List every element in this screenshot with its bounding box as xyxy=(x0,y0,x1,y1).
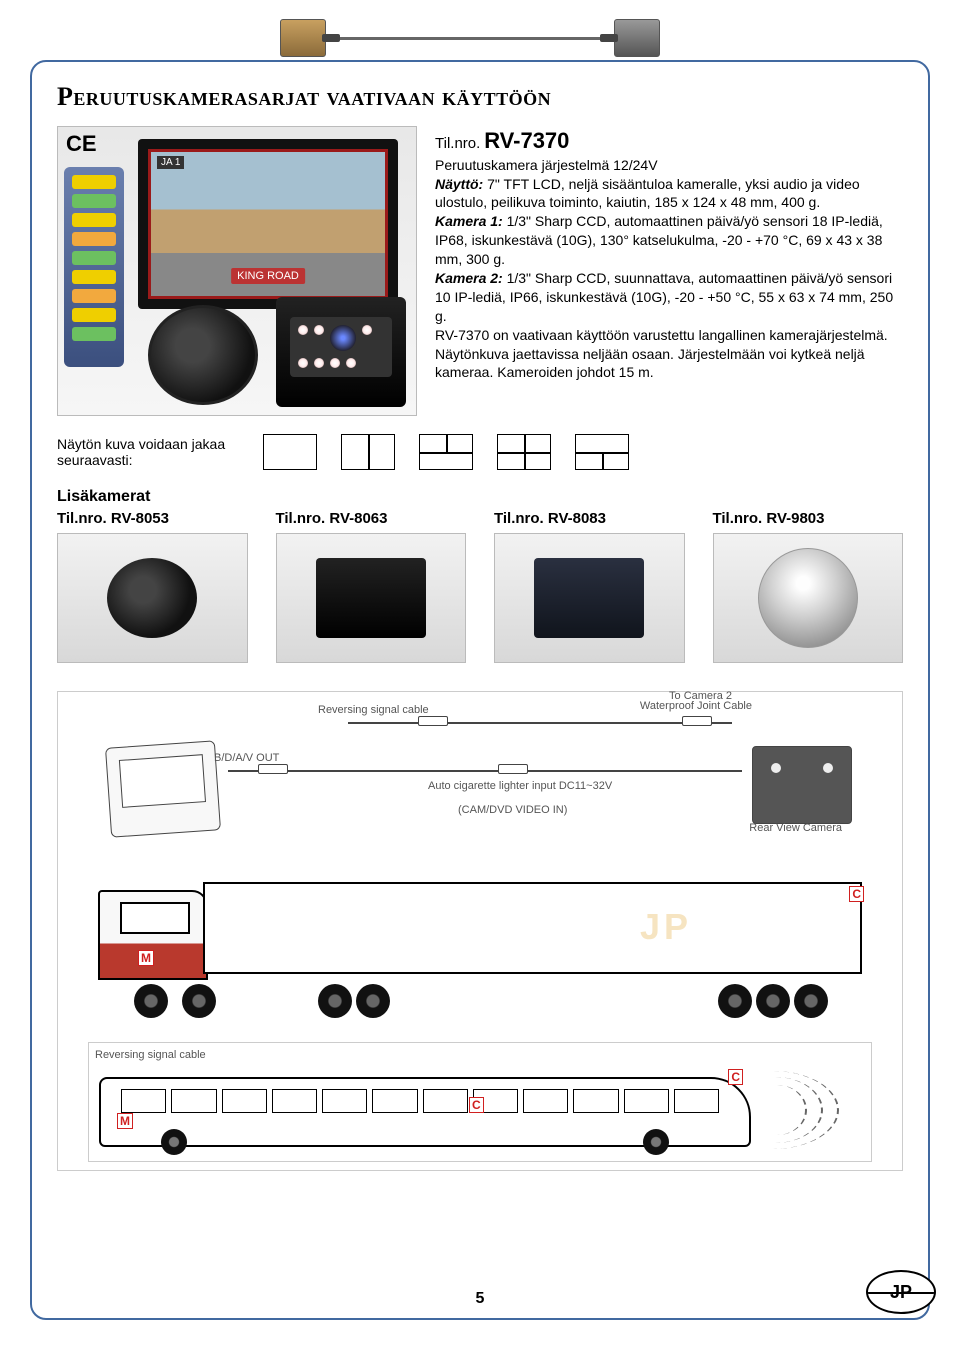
ce-mark: CE xyxy=(66,131,97,157)
split-section: Näytön kuva voidaan jakaa seuraavasti: xyxy=(57,434,903,470)
brand-logo: JP xyxy=(866,1270,936,1314)
marker-m: M xyxy=(138,950,154,966)
cam1-label: Kamera 1: xyxy=(435,213,503,229)
camera-round xyxy=(148,305,258,405)
hero-row: CE JA 1 KING ROAD Ti xyxy=(57,126,903,416)
extra-thumb xyxy=(494,533,685,663)
monitor-brand: KING ROAD xyxy=(231,268,305,284)
split-icons xyxy=(263,434,629,470)
extra-item: Til.nro. RV-8063 xyxy=(276,510,467,663)
label-reversing: Reversing signal cable xyxy=(318,704,429,716)
schematic-wire xyxy=(228,770,742,772)
signal-arcs xyxy=(777,1071,857,1151)
camera-box xyxy=(276,297,406,407)
extra-code: Til.nro. RV-9803 xyxy=(713,510,904,527)
marker-c: C xyxy=(469,1097,484,1113)
schematic: 7" Reversing signal cable To Camera 2 Wa… xyxy=(118,704,842,854)
connector-icon xyxy=(682,716,712,726)
product-subtitle: Peruutuskamera järjestelmä 12/24V xyxy=(435,156,903,175)
label-bdav: B/D/A/V OUT xyxy=(214,752,279,764)
split-ltop-icon xyxy=(419,434,473,470)
split-quad-icon xyxy=(497,434,551,470)
split-single-icon xyxy=(263,434,317,470)
screen-size: 7" xyxy=(130,780,143,796)
connector-icon xyxy=(498,764,528,774)
extra-code: Til.nro. RV-8053 xyxy=(57,510,248,527)
header-device-bridge xyxy=(280,18,660,58)
extra-thumb xyxy=(57,533,248,663)
extras-heading: Lisäkamerat xyxy=(57,488,903,506)
connector-icon xyxy=(258,764,288,774)
label-waterproof: Waterproof Joint Cable xyxy=(640,700,752,712)
extra-code: Til.nro. RV-8063 xyxy=(276,510,467,527)
label-rearview: Rear View Camera xyxy=(749,822,842,834)
split-half-icon xyxy=(341,434,395,470)
extra-item: Til.nro. RV-8053 xyxy=(57,510,248,663)
page-number: 5 xyxy=(476,1290,485,1308)
split-lbot-icon xyxy=(575,434,629,470)
camera-icon xyxy=(614,19,660,57)
truck-trailer xyxy=(203,882,862,974)
label-bus-reversing: Reversing signal cable xyxy=(95,1049,865,1061)
truck-illustration: JP M C xyxy=(98,872,862,1012)
product-code: RV-7370 xyxy=(484,128,569,153)
schematic-monitor: 7" xyxy=(105,740,221,837)
monitor-device: JA 1 KING ROAD xyxy=(138,139,398,309)
extra-item: Til.nro. RV-9803 xyxy=(713,510,904,663)
marker-c: C xyxy=(849,886,864,902)
tilnro-label: Til.nro. xyxy=(435,135,480,152)
connector-icon xyxy=(418,716,448,726)
extra-item: Til.nro. RV-8083 xyxy=(494,510,685,663)
cam2-text: 1/3" Sharp CCD, suunnattava, automaattin… xyxy=(435,270,893,324)
monitor-icon xyxy=(280,19,326,57)
marker-c: C xyxy=(728,1069,743,1085)
screen-text: 7" TFT LCD, neljä sisääntuloa kameralle,… xyxy=(435,176,860,211)
hero-product-image: CE JA 1 KING ROAD xyxy=(57,126,417,416)
bus-illustration: Reversing signal cable M C C xyxy=(88,1042,872,1162)
screen-label: Näyttö: xyxy=(435,176,483,192)
monitor-tag: JA 1 xyxy=(157,156,184,169)
remote-control xyxy=(64,167,124,367)
cam2-label: Kamera 2: xyxy=(435,270,503,286)
truck-cab xyxy=(98,890,208,980)
extra-code: Til.nro. RV-8083 xyxy=(494,510,685,527)
split-label: Näytön kuva voidaan jakaa seuraavasti: xyxy=(57,436,237,468)
label-dvdin: (CAM/DVD VIDEO IN) xyxy=(458,804,567,816)
bus-body xyxy=(99,1077,751,1147)
label-autocig: Auto cigarette lighter input DC11~32V xyxy=(428,780,612,792)
extra-thumb xyxy=(713,533,904,663)
marker-m: M xyxy=(117,1113,133,1129)
schematic-camera xyxy=(752,746,852,824)
page-title: Peruutuskamerasarjat vaativaan käyttöön xyxy=(57,82,903,112)
page-frame: Peruutuskamerasarjat vaativaan käyttöön … xyxy=(30,60,930,1320)
cable-icon xyxy=(334,37,606,40)
wiring-diagram: 7" Reversing signal cable To Camera 2 Wa… xyxy=(57,691,903,1171)
product-description: Til.nro. RV-7370 Peruutuskamera järjeste… xyxy=(435,126,903,382)
cam1-text: 1/3" Sharp CCD, automaattinen päivä/yö s… xyxy=(435,213,883,267)
schematic-wire2 xyxy=(348,722,732,724)
extras-section: Lisäkamerat Til.nro. RV-8053 Til.nro. RV… xyxy=(57,488,903,663)
product-note: RV-7370 on vaativaan käyttöön varustettu… xyxy=(435,326,903,383)
watermark-logo: JP xyxy=(640,906,692,948)
extra-thumb xyxy=(276,533,467,663)
